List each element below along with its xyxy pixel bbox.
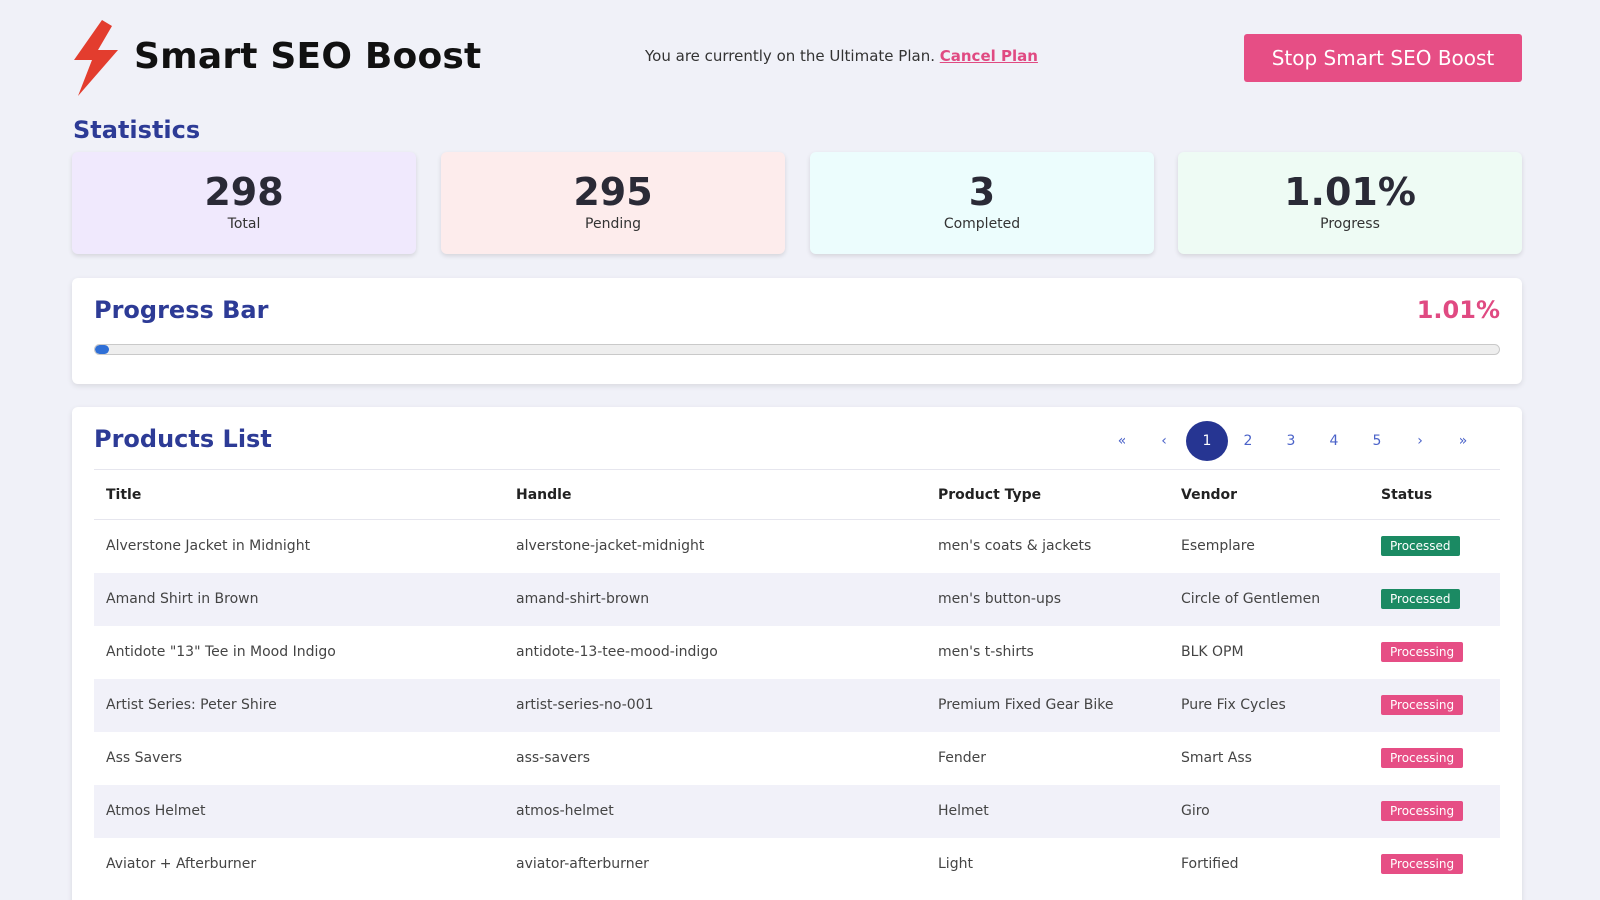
page-5-button[interactable]: 5	[1372, 433, 1382, 449]
cell-product-type: Fender	[938, 750, 987, 766]
plan-status: You are currently on the Ultimate Plan. …	[645, 47, 1038, 65]
table-row[interactable]: Antidote "13" Tee in Mood Indigo antidot…	[94, 626, 1500, 679]
cell-status: Processing	[1369, 626, 1500, 679]
progress-title: Progress Bar	[94, 296, 269, 324]
table-row[interactable]: Amand Shirt in Brown amand-shirt-brown m…	[94, 572, 1500, 626]
products-table: Title Handle Product Type Vendor Status …	[94, 469, 1500, 891]
last-page-button[interactable]: »	[1458, 433, 1468, 449]
column-header-handle: Handle	[516, 486, 572, 503]
cell-product-type: men's coats & jackets	[938, 538, 1092, 555]
stat-card-pending: 295 Pending	[441, 152, 785, 254]
progress-card: Progress Bar 1.01%	[72, 278, 1522, 384]
table-row[interactable]: Atmos Helmet atmos-helmet Helmet Giro Pr…	[94, 784, 1500, 838]
products-card: Products List « ‹ 1 2 3 4 5 › » Title Ha…	[72, 407, 1522, 900]
status-badge: Processed	[1381, 589, 1460, 609]
plan-text: You are currently on the Ultimate Plan.	[645, 47, 935, 65]
status-badge: Processing	[1381, 854, 1464, 874]
cell-product-type: men's button-ups	[938, 591, 1061, 607]
cell-product-type: men's t-shirts	[938, 644, 1034, 660]
app-title: Smart SEO Boost	[134, 36, 482, 77]
table-row[interactable]: Artist Series: Peter Shire artist-series…	[94, 678, 1500, 732]
column-header-status: Status	[1381, 486, 1433, 503]
status-badge: Processing	[1381, 642, 1464, 662]
cell-title: Amand Shirt in Brown	[106, 591, 259, 607]
statistics-title: Statistics	[73, 116, 201, 144]
table-row[interactable]: Aviator + Afterburner aviator-afterburne…	[94, 838, 1500, 891]
column-header-vendor: Vendor	[1181, 486, 1238, 503]
status-badge: Processing	[1381, 748, 1464, 768]
cell-handle: atmos-helmet	[516, 803, 614, 819]
stat-value: 3	[968, 170, 996, 214]
prev-page-button[interactable]: ‹	[1161, 433, 1167, 449]
cell-vendor: Pure Fix Cycles	[1181, 697, 1286, 713]
stat-card-completed: 3 Completed	[810, 152, 1154, 254]
table-header-row: Title Handle Product Type Vendor Status	[94, 469, 1500, 520]
table-row[interactable]: Ass Savers ass-savers Fender Smart Ass P…	[94, 732, 1500, 785]
stat-value: 1.01%	[1284, 170, 1416, 214]
cell-status: Processing	[1369, 838, 1500, 891]
page-3-button[interactable]: 3	[1286, 433, 1296, 449]
progress-track	[94, 344, 1500, 355]
progress-fill	[95, 345, 110, 354]
cell-status: Processing	[1369, 679, 1500, 732]
cell-vendor: Fortified	[1181, 856, 1239, 872]
stat-value: 295	[573, 170, 653, 214]
stat-label: Progress	[1320, 216, 1380, 232]
cell-vendor: Giro	[1181, 803, 1210, 819]
cell-product-type: Light	[938, 856, 973, 872]
cell-status: Processed	[1369, 573, 1500, 626]
cell-vendor: Esemplare	[1181, 538, 1255, 555]
cell-handle: antidote-13-tee-mood-indigo	[516, 644, 718, 660]
stat-card-total: 298 Total	[72, 152, 416, 254]
column-header-product-type: Product Type	[938, 486, 1042, 503]
statistics-cards: 298 Total 295 Pending 3 Completed 1.01% …	[72, 152, 1522, 254]
cell-title: Alverstone Jacket in Midnight	[106, 538, 311, 555]
stat-label: Total	[227, 216, 261, 232]
cell-status: Processing	[1369, 732, 1500, 785]
products-table-wrap: Title Handle Product Type Vendor Status …	[94, 469, 1500, 891]
page-2-button[interactable]: 2	[1243, 433, 1253, 449]
table-row[interactable]: Alverstone Jacket in Midnight alverstone…	[94, 520, 1500, 573]
cell-title: Antidote "13" Tee in Mood Indigo	[106, 644, 336, 660]
cell-handle: aviator-afterburner	[516, 856, 649, 872]
page-1-button[interactable]: 1	[1186, 421, 1228, 461]
cell-product-type: Premium Fixed Gear Bike	[938, 697, 1114, 713]
cell-handle: alverstone-jacket-midnight	[516, 538, 705, 555]
cell-handle: ass-savers	[516, 750, 591, 766]
lightning-bolt-icon	[74, 20, 118, 96]
progress-percent: 1.01%	[1416, 296, 1500, 324]
cell-handle: amand-shirt-brown	[516, 591, 650, 607]
header: Smart SEO Boost You are currently on the…	[72, 20, 1522, 100]
cell-status: Processed	[1369, 520, 1500, 573]
cancel-plan-link[interactable]: Cancel Plan	[939, 47, 1038, 65]
cell-title: Ass Savers	[106, 750, 183, 766]
next-page-button[interactable]: ›	[1417, 433, 1423, 449]
status-badge: Processing	[1381, 695, 1464, 715]
stat-label: Completed	[943, 216, 1021, 232]
cell-product-type: Helmet	[938, 803, 989, 819]
column-header-title: Title	[106, 486, 142, 503]
products-title: Products List	[94, 425, 272, 453]
cell-title: Artist Series: Peter Shire	[106, 697, 277, 713]
cell-status: Processing	[1369, 785, 1500, 838]
cell-vendor: BLK OPM	[1181, 644, 1244, 660]
first-page-button[interactable]: «	[1117, 433, 1127, 449]
status-badge: Processed	[1381, 536, 1460, 557]
cell-title: Aviator + Afterburner	[106, 856, 257, 872]
cell-vendor: Smart Ass	[1181, 750, 1252, 766]
cell-title: Atmos Helmet	[106, 803, 206, 819]
status-badge: Processing	[1381, 801, 1464, 821]
cell-handle: artist-series-no-001	[516, 697, 654, 713]
stat-label: Pending	[585, 216, 641, 232]
page-4-button[interactable]: 4	[1329, 433, 1339, 449]
stat-card-progress: 1.01% Progress	[1178, 152, 1522, 254]
pagination: « ‹ 1 2 3 4 5 › »	[1102, 421, 1502, 461]
stop-boost-button[interactable]: Stop Smart SEO Boost	[1244, 34, 1522, 82]
cell-vendor: Circle of Gentlemen	[1181, 591, 1321, 607]
stat-value: 298	[204, 170, 284, 214]
